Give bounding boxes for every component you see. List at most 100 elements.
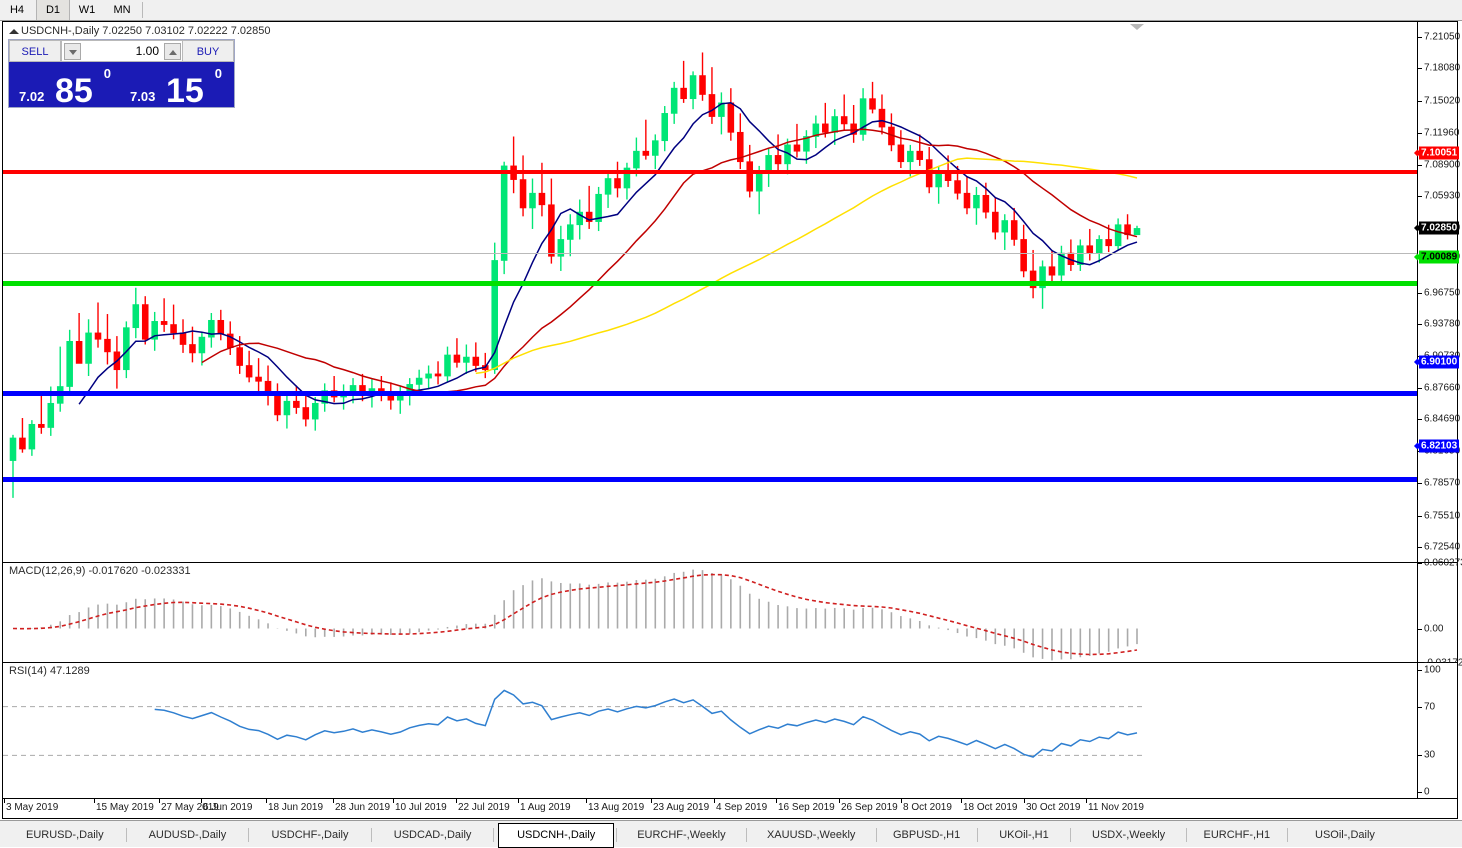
date-axis-tick <box>4 799 5 803</box>
price-axis-label: 7.15020 <box>1424 95 1461 107</box>
price-axis-label: 6.93780 <box>1424 318 1461 330</box>
chart-symbol-header: USDCNH-,Daily 7.02250 7.03102 7.02222 7.… <box>21 25 271 37</box>
sell-button[interactable]: SELL <box>9 40 61 62</box>
sell-price-prefix: 7.02 <box>19 89 45 104</box>
chart-tab-usdx--weekly[interactable]: USDX-,Weekly <box>1092 829 1166 841</box>
date-axis-label: 22 Jul 2019 <box>458 802 510 813</box>
date-axis-label: 18 Oct 2019 <box>963 802 1018 813</box>
price-tag-resistance[interactable]: 7.10051 <box>1419 146 1460 160</box>
one-click-trading-panel[interactable]: SELL 1.00 BUY 7.02 85 0 7.03 15 0 <box>8 39 235 110</box>
price-axis-tick <box>1418 323 1422 325</box>
date-axis-label: 13 Aug 2019 <box>588 802 645 813</box>
chart-tab-eurchf--h1[interactable]: EURCHF-,H1 <box>1203 829 1271 841</box>
level-line-support-682103[interactable] <box>3 477 1417 482</box>
price-axis-label: 6.72540 <box>1424 541 1461 553</box>
price-axis-tick <box>1418 132 1422 134</box>
tab-divider <box>616 828 617 842</box>
rsi-axis-label: 0 <box>1424 786 1430 798</box>
date-axis-tick <box>586 799 587 803</box>
price-tag-current-price[interactable]: 7.02850 <box>1419 221 1460 235</box>
tab-divider <box>745 828 747 842</box>
chart-tab-usdchf--daily[interactable]: USDCHF-,Daily <box>271 829 349 841</box>
macd-axis-tick <box>1418 563 1422 564</box>
buy-button[interactable]: BUY <box>182 40 234 62</box>
tab-divider <box>1286 828 1288 842</box>
timeframe-mn[interactable]: MN <box>113 4 131 16</box>
macd-plot-area[interactable] <box>3 563 1417 662</box>
price-tag-support-blue[interactable]: 6.82103 <box>1419 439 1460 453</box>
chart-tab-usdcad--daily[interactable]: USDCAD-,Daily <box>393 829 472 841</box>
date-axis-tick <box>839 799 840 803</box>
date-axis-label: 18 Jun 2019 <box>268 802 324 813</box>
date-axis-label: 1 Aug 2019 <box>520 802 571 813</box>
chart-tab-audusd--daily[interactable]: AUDUSD-,Daily <box>148 829 227 841</box>
rsi-axis[interactable]: 100 70 30 0 <box>1417 663 1457 798</box>
timeframe-d1[interactable]: D1 <box>36 0 70 20</box>
chart-tab-usoil--daily[interactable]: USOil-,Daily <box>1315 829 1375 841</box>
price-pane[interactable]: USDCNH-,Daily 7.02250 7.03102 7.02222 7.… <box>3 22 1461 563</box>
volume-decrement-icon[interactable] <box>64 43 81 60</box>
timeframe-w1[interactable]: W1 <box>78 4 96 16</box>
price-axis-tick <box>1418 292 1422 294</box>
level-line-resistance-710051[interactable] <box>3 170 1417 174</box>
rsi-axis-label: 30 <box>1424 749 1436 761</box>
macd-title: MACD(12,26,9) -0.017620 -0.023331 <box>9 565 191 577</box>
timeframe-h4[interactable]: H4 <box>9 4 25 16</box>
volume-increment-icon[interactable] <box>164 43 181 60</box>
date-axis-tick <box>159 799 160 803</box>
chart-tab-eurusd--daily[interactable]: EURUSD-,Daily <box>25 829 104 841</box>
collapse-triangle-icon[interactable] <box>9 29 19 34</box>
price-axis[interactable]: 7.21050 7.18080 7.15020 7.11960 7.08900 7.059… <box>1413 22 1461 562</box>
price-tag-support-green[interactable]: 7.00089 <box>1419 250 1460 264</box>
tab-divider <box>248 828 250 842</box>
price-tag-support-blue[interactable]: 6.90100 <box>1419 355 1460 369</box>
date-axis-tick <box>776 799 777 803</box>
rsi-plot-area[interactable] <box>3 663 1417 798</box>
chart-tab-usdcnh--daily[interactable]: USDCNH-,Daily <box>498 823 614 848</box>
level-line-support-690100[interactable] <box>3 391 1417 396</box>
chart-tab-xauusd--weekly[interactable]: XAUUSD-,Weekly <box>766 829 856 841</box>
price-plot-area[interactable] <box>3 22 1417 562</box>
tab-divider <box>976 828 978 842</box>
date-axis-tick <box>1086 799 1087 803</box>
rsi-axis-tick <box>1418 755 1422 757</box>
price-axis-label: 6.96750 <box>1424 287 1461 298</box>
chart-tab-ukoil--h1[interactable]: UKOil-,H1 <box>999 829 1049 841</box>
date-axis-label: 8 Oct 2019 <box>903 802 952 813</box>
sell-price-display[interactable]: 7.02 85 0 <box>11 64 121 110</box>
chart-tab-gbpusd--h1[interactable]: GBPUSD-,H1 <box>892 829 961 841</box>
rsi-series <box>3 689 1142 758</box>
scroll-position-marker[interactable] <box>1130 24 1144 30</box>
volume-stepper[interactable]: 1.00 <box>61 40 184 62</box>
macd-axis-label: 0.060273 <box>1424 557 1462 569</box>
rsi-pane[interactable]: RSI(14) 47.1289 100 70 30 0 <box>3 663 1457 799</box>
chart-tab-bar: EURUSD-,Daily AUDUSD-,Daily USDCHF-,Daily U… <box>0 820 1462 848</box>
rsi-axis-label: 70 <box>1424 701 1436 713</box>
date-axis-tick <box>456 799 457 803</box>
date-axis-label: 6 Jun 2019 <box>203 802 253 813</box>
price-axis-tick <box>1418 164 1422 166</box>
buy-price-display[interactable]: 7.03 15 0 <box>122 64 232 110</box>
level-line-support-700089[interactable] <box>3 281 1417 286</box>
price-axis-label: 7.11960 <box>1424 127 1460 139</box>
macd-pane[interactable]: MACD(12,26,9) -0.017620 -0.023331 0.0602… <box>3 558 1462 669</box>
date-axis-tick <box>333 799 334 803</box>
timeframe-toolbar: H4 D1 W1 MN <box>0 0 1462 21</box>
tab-divider <box>370 828 372 842</box>
price-axis-label: 6.84690 <box>1424 413 1461 425</box>
date-axis-label: 4 Sep 2019 <box>716 802 768 813</box>
date-axis-label: 26 Sep 2019 <box>841 802 898 813</box>
sell-price-pips: 85 <box>55 72 93 110</box>
date-axis-label: 11 Nov 2019 <box>1088 802 1144 813</box>
macd-axis-tick <box>1418 628 1422 630</box>
price-axis-label: 6.78570 <box>1424 477 1461 489</box>
chart-tab-eurchf--weekly[interactable]: EURCHF-,Weekly <box>637 829 726 841</box>
date-axis-tick <box>901 799 902 803</box>
price-axis-label: 6.75510 <box>1424 510 1461 522</box>
date-axis[interactable]: 3 May 2019 15 May 2019 27 May 2019 6 Jun 20… <box>3 799 1457 818</box>
date-axis-label: 30 Oct 2019 <box>1026 802 1081 813</box>
volume-value[interactable]: 1.00 <box>135 44 159 58</box>
date-axis-label: 15 May 2019 <box>96 802 154 813</box>
price-axis-tick <box>1418 196 1422 198</box>
